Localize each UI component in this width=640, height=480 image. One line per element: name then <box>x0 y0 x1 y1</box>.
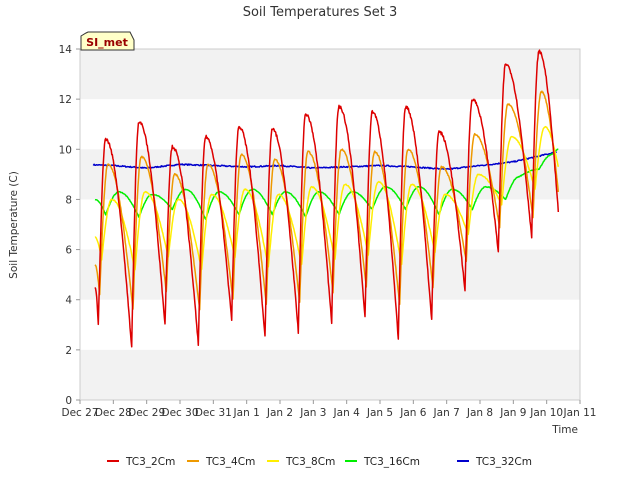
y-tick-label: 12 <box>59 94 72 106</box>
y-tick-label: 10 <box>59 144 72 156</box>
x-axis-label: Time <box>551 424 578 436</box>
x-tick-label: Jan 4 <box>333 407 361 419</box>
legend-label: TC3_2Cm <box>125 456 175 468</box>
y-tick-label: 0 <box>65 395 72 407</box>
series-line-tc3-4cm <box>94 90 560 311</box>
x-tick-label: Jan 11 <box>563 407 597 419</box>
x-tick-label: Jan 1 <box>233 407 260 419</box>
y-tick-label: 6 <box>65 245 72 257</box>
x-tick-label: Jan 2 <box>266 407 293 419</box>
y-axis-label: Soil Temperature (C) <box>8 171 20 279</box>
legend-label: TC3_16Cm <box>363 456 420 468</box>
chart-title: Soil Temperatures Set 3 <box>243 5 398 20</box>
series-line-tc3-8cm <box>94 125 560 271</box>
x-tick-label: Dec 29 <box>128 407 165 419</box>
grid-bands <box>80 49 580 400</box>
x-tick-label: Dec 28 <box>95 407 132 419</box>
legend-item: TC3_32Cm <box>457 456 532 468</box>
series-lines <box>92 49 560 348</box>
x-tick-label: Jan 7 <box>433 407 460 419</box>
legend-item: TC3_4Cm <box>187 456 255 468</box>
x-tick-label: Dec 27 <box>61 407 98 419</box>
legend: TC3_2Cm TC3_4Cm TC3_8Cm TC3_16Cm TC3_32Cm <box>107 456 532 468</box>
x-tick-label: Jan 3 <box>299 407 326 419</box>
x-tick-label: Jan 5 <box>366 407 393 419</box>
x-tick-label: Jan 6 <box>399 407 427 419</box>
y-axis-ticks: 0 2 4 6 8 10 12 14 <box>59 44 80 407</box>
legend-label: TC3_32Cm <box>475 456 532 468</box>
series-line-tc3-2cm <box>94 49 560 348</box>
x-tick-label: Jan 10 <box>529 407 563 419</box>
legend-item: TC3_2Cm <box>107 456 175 468</box>
x-tick-label: Dec 31 <box>195 407 232 419</box>
y-tick-label: 8 <box>65 194 72 206</box>
legend-item: TC3_16Cm <box>345 456 420 468</box>
x-tick-label: Jan 8 <box>466 407 493 419</box>
legend-label: TC3_4Cm <box>205 456 255 468</box>
x-tick-label: Dec 30 <box>161 407 198 419</box>
site-badge: SI_met <box>80 31 135 51</box>
site-badge-label: SI_met <box>86 36 128 49</box>
y-tick-label: 14 <box>59 44 73 56</box>
series-line-tc3-16cm <box>94 148 559 221</box>
legend-item: TC3_8Cm <box>267 456 335 468</box>
grid-band <box>80 49 580 100</box>
y-tick-label: 4 <box>65 295 72 307</box>
plot-frame <box>79 48 581 401</box>
grid-band <box>80 349 580 400</box>
x-tick-label: Jan 9 <box>499 407 526 419</box>
grid-band <box>80 249 580 300</box>
y-tick-label: 2 <box>65 345 72 357</box>
legend-label: TC3_8Cm <box>285 456 335 468</box>
